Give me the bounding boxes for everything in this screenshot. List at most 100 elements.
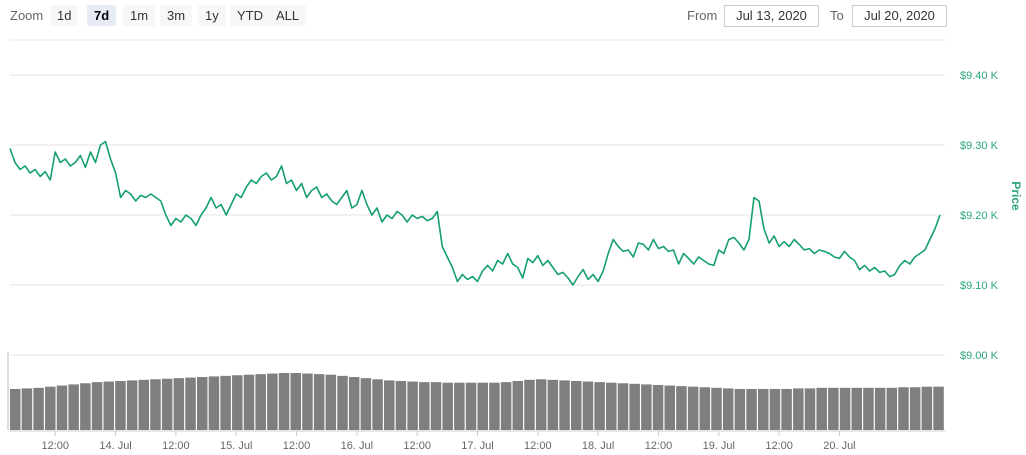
x-tick-label: 16. Jul: [341, 440, 373, 452]
volume-bar: [337, 375, 348, 430]
x-tick-label: 17. Jul: [461, 440, 493, 452]
volume-bar: [465, 382, 477, 430]
volume-bar: [430, 382, 442, 430]
volume-bar: [512, 380, 524, 430]
price-line: [9, 140, 941, 286]
volume-bar: [734, 388, 746, 430]
volume-bar: [243, 374, 255, 430]
x-tick-label: 20. Jul: [823, 440, 855, 452]
volume-bar: [150, 379, 161, 430]
zoom-1m-button[interactable]: 1m: [123, 5, 156, 26]
volume-bar: [676, 386, 687, 430]
volume-bar: [103, 381, 114, 430]
volume-bar: [384, 380, 395, 430]
volume-bar: [173, 378, 185, 430]
x-tick-label: 12:00: [524, 440, 552, 452]
volume-bar: [208, 376, 220, 430]
x-tick-label: 19. Jul: [703, 440, 735, 452]
volume-bar: [804, 388, 816, 430]
volume-bar: [874, 387, 886, 430]
volume-bar: [886, 387, 898, 430]
volume-bar: [641, 384, 652, 430]
volume-bar: [360, 378, 372, 430]
volume-bar: [711, 387, 722, 430]
volume-bar: [325, 374, 337, 430]
range-selector: Zoom 1d 7d 1m 3m 1y YTD ALL From Jul 13,…: [0, 0, 1026, 32]
volume-bar: [197, 376, 208, 430]
y-tick-label: $9.30 K: [960, 140, 999, 152]
volume-bars: [7, 352, 944, 430]
volume-bar: [758, 388, 769, 430]
volume-bar: [629, 383, 640, 430]
volume-bar: [68, 384, 79, 430]
volume-bar: [419, 382, 430, 430]
volume-bar: [313, 374, 325, 430]
x-tick-label: 12:00: [765, 440, 793, 452]
zoom-all-button[interactable]: ALL: [269, 5, 307, 26]
x-tick-label: 12:00: [403, 440, 431, 452]
volume-bar: [21, 388, 33, 430]
volume-bar: [138, 379, 150, 430]
y-axis-title: Price: [1009, 181, 1023, 211]
volume-bar: [863, 387, 874, 430]
volume-bar: [348, 376, 360, 430]
volume-bar: [793, 388, 804, 430]
zoom-1d-button[interactable]: 1d: [50, 5, 79, 26]
volume-bar: [395, 380, 407, 430]
volume-bar: [126, 380, 138, 430]
volume-bar: [571, 380, 582, 430]
volume-bar: [477, 382, 488, 430]
x-tick-label: 12:00: [41, 440, 69, 452]
volume-bar: [80, 383, 91, 430]
y-tick-label: $9.40 K: [960, 70, 999, 82]
y-tick-label: $9.00 K: [960, 350, 999, 362]
from-date-input[interactable]: Jul 13, 2020: [724, 5, 819, 27]
y-tick-label: $9.20 K: [960, 210, 999, 222]
volume-bar: [699, 387, 711, 430]
volume-bar: [33, 387, 44, 430]
to-date-input[interactable]: Jul 20, 2020: [852, 5, 947, 27]
volume-bar: [290, 373, 301, 430]
volume-bar: [45, 386, 56, 430]
volume-bar: [535, 379, 547, 430]
x-tick-label: 12:00: [645, 440, 673, 452]
volume-bar: [232, 375, 243, 430]
volume-bar: [582, 381, 594, 430]
zoom-1y-button[interactable]: 1y: [198, 5, 226, 26]
volume-bar: [547, 379, 559, 430]
to-label: To: [830, 8, 844, 23]
volume-bar: [267, 373, 278, 430]
volume-bar: [372, 379, 383, 430]
volume-bar: [559, 380, 570, 430]
volume-bar: [781, 388, 792, 430]
x-tick-label: 12:00: [283, 440, 311, 452]
zoom-3m-button[interactable]: 3m: [160, 5, 193, 26]
volume-bar: [115, 380, 126, 430]
volume-bar: [898, 387, 909, 430]
volume-bar: [617, 383, 629, 430]
y-axis: $9.00 K $9.10 K $9.20 K $9.30 K $9.40 K: [960, 70, 999, 362]
volume-bar: [302, 373, 313, 430]
volume-bar: [489, 382, 500, 430]
volume-bar: [687, 386, 699, 430]
volume-bar: [921, 386, 933, 430]
x-axis: 12:00 14. Jul 12:00 15. Jul 12:00 16. Jul 12:0…: [10, 430, 945, 452]
zoom-ytd-button[interactable]: YTD: [230, 5, 270, 26]
volume-bar: [454, 382, 465, 430]
x-tick-label: 18. Jul: [582, 440, 614, 452]
volume-bar: [91, 382, 103, 430]
volume-bar: [816, 387, 827, 430]
volume-bar: [185, 377, 196, 430]
volume-bar: [442, 382, 453, 430]
y-tick-label: $9.10 K: [960, 280, 999, 292]
volume-bar: [851, 387, 862, 430]
x-tick-label: 12:00: [162, 440, 190, 452]
volume-bar: [746, 388, 757, 430]
volume-bar: [10, 388, 21, 430]
volume-bar: [769, 388, 781, 430]
volume-bar: [652, 384, 664, 430]
volume-bar: [220, 375, 231, 430]
x-tick-label: 14. Jul: [99, 440, 131, 452]
zoom-7d-button[interactable]: 7d: [87, 5, 117, 26]
